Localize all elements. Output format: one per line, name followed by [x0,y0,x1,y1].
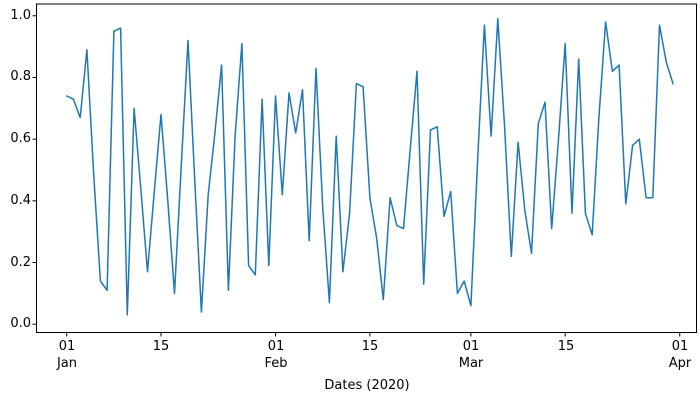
axis-tick-marks [32,15,681,337]
x-tick-label: 01 [671,339,689,354]
x-tick-label: 01 [462,339,480,354]
x-tick-label: 15 [557,339,575,354]
x-tick-month-label: Jan [56,356,78,371]
y-tick-label: 0.2 [10,255,31,270]
y-tick-label: 0.0 [10,316,31,331]
x-tick-label: 01 [58,339,76,354]
y-tick-label: 0.4 [10,193,31,208]
x-axis-title: Dates (2020) [324,378,410,393]
x-tick-label: 15 [152,339,170,354]
x-tick-label: 01 [267,339,285,354]
x-tick-label: 15 [361,339,379,354]
y-tick-label: 0.6 [10,131,31,146]
y-tick-label: 1.0 [10,8,31,23]
plot-area-spines [36,3,697,333]
data-line-series [65,18,674,316]
x-tick-month-label: Mar [458,356,484,371]
y-tick-label: 0.8 [10,69,31,84]
x-tick-month-label: Feb [264,356,288,371]
x-tick-month-label: Apr [668,356,692,371]
